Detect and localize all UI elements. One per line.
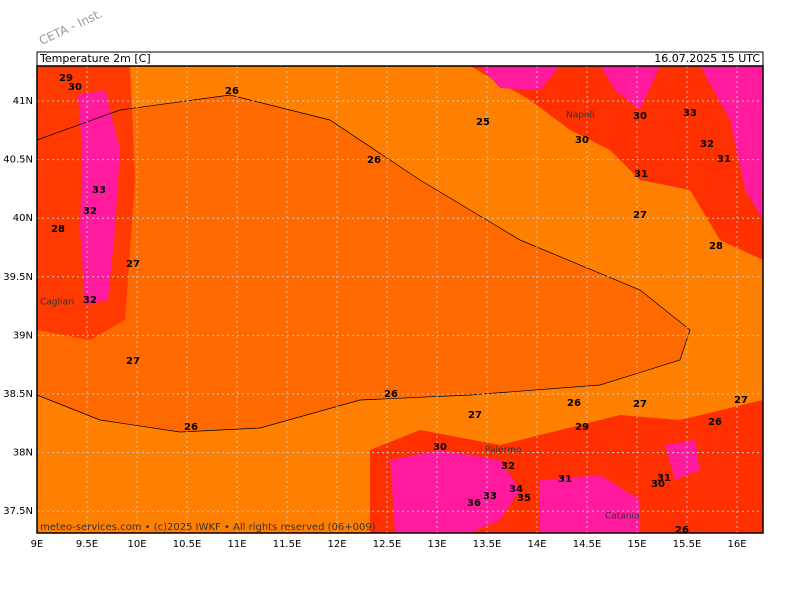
lat-label: 37.5N <box>3 506 33 517</box>
contour-label: 29 <box>575 422 589 433</box>
contour-label: 26 <box>567 398 581 409</box>
contour-label: 29 <box>59 73 73 84</box>
contour-label: 32 <box>700 139 714 150</box>
lon-label: 14E <box>527 539 546 550</box>
lon-label: 16E <box>727 539 746 550</box>
contour-label: 31 <box>657 473 671 484</box>
lon-label: 13.5E <box>473 539 502 550</box>
place-name: Cagliari <box>40 298 74 308</box>
contour-label: 31 <box>558 474 572 485</box>
lat-label: 39.5N <box>3 272 33 283</box>
map-time: 16.07.2025 15 UTC <box>654 52 760 65</box>
contour-label: 27 <box>126 356 140 367</box>
contour-label: 25 <box>476 117 490 128</box>
contour-label: 32 <box>83 206 97 217</box>
lat-label: 41N <box>13 96 33 107</box>
lon-label: 9E <box>31 539 44 550</box>
contour-label: 36 <box>467 498 481 509</box>
lon-label: 10.5E <box>173 539 202 550</box>
contour-label: 27 <box>633 399 647 410</box>
lon-label: 9.5E <box>76 539 98 550</box>
lat-label: 40N <box>13 213 33 224</box>
lat-label: 38N <box>13 448 33 459</box>
contour-label: 34 <box>509 484 523 495</box>
contour-label: 31 <box>717 154 731 165</box>
contour-label: 31 <box>634 169 648 180</box>
contour-label: 30 <box>433 442 447 453</box>
field <box>36 66 763 533</box>
place-name: Palermo <box>485 446 522 456</box>
contour-label: 30 <box>633 111 647 122</box>
lat-label: 40.5N <box>3 155 33 166</box>
contour-label: 26 <box>184 422 198 433</box>
contour-label: 27 <box>126 259 140 270</box>
contour-label: 26 <box>708 417 722 428</box>
footer: meteo-services.com • (c)2025 IWKF • All … <box>40 522 376 533</box>
lat-label: 39N <box>13 330 33 341</box>
contour-label: 27 <box>468 410 482 421</box>
contour-label: 28 <box>51 224 65 235</box>
lon-label: 15.5E <box>673 539 702 550</box>
lon-label: 15E <box>627 539 646 550</box>
contour-label: 27 <box>734 395 748 406</box>
contour-label: 26 <box>384 389 398 400</box>
contour-label: 26 <box>225 86 239 97</box>
contour-label: 33 <box>683 108 697 119</box>
lon-label: 11.5E <box>273 539 302 550</box>
contour-label: 30 <box>575 135 589 146</box>
contour-label: 28 <box>709 241 723 252</box>
lat-label: 38.5N <box>3 389 33 400</box>
contour-label: 32 <box>501 461 515 472</box>
contour-label: 27 <box>633 210 647 221</box>
lon-label: 10E <box>127 539 146 550</box>
map-title: Temperature 2m [C] <box>39 52 151 65</box>
contour-label: 26 <box>675 525 689 536</box>
place-name: Catania <box>605 512 640 522</box>
contour-label: 33 <box>483 491 497 502</box>
grid <box>37 66 763 533</box>
lon-label: 13E <box>427 539 446 550</box>
contour-label: 26 <box>367 155 381 166</box>
place-name: Napoli <box>566 111 594 121</box>
lon-label: 12E <box>327 539 346 550</box>
lon-label: 11E <box>227 539 246 550</box>
contour-label: 35 <box>517 493 531 504</box>
contour-label: 30 <box>651 479 665 490</box>
contour-label: 33 <box>92 185 106 196</box>
contour-label: 32 <box>83 295 97 306</box>
lon-label: 12.5E <box>373 539 402 550</box>
contour-label: 30 <box>68 82 82 93</box>
lon-label: 14.5E <box>573 539 602 550</box>
frame <box>36 65 764 534</box>
watermark: CETA - Inst. <box>37 6 105 48</box>
